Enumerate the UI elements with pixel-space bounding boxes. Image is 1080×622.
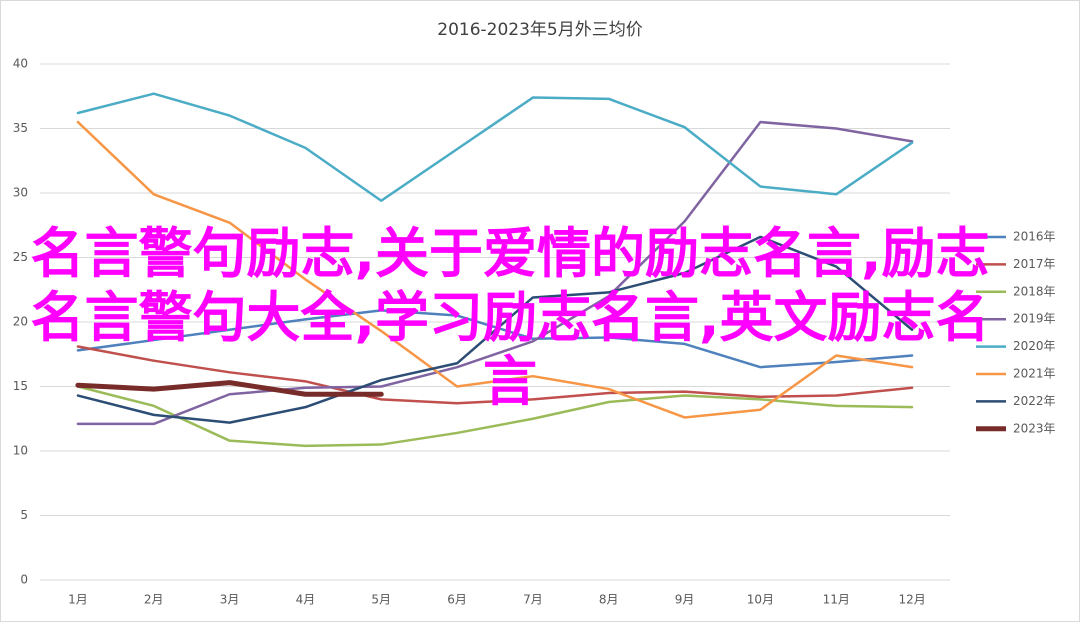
x-tick-label: 11月 (823, 593, 850, 607)
series-line (76, 345, 914, 405)
legend-label: 2021年 (1013, 367, 1056, 381)
x-tick-label: 5月 (371, 593, 391, 607)
y-tick-label: 10 (13, 444, 28, 458)
legend-label: 2016年 (1013, 230, 1056, 244)
y-tick-label: 5 (20, 508, 28, 522)
series-line (76, 235, 914, 424)
x-tick-label: 3月 (220, 593, 240, 607)
y-tick-label: 15 (13, 379, 28, 393)
x-tick-label: 1月 (68, 593, 88, 607)
legend-label: 2018年 (1013, 284, 1056, 298)
y-tick-label: 35 (13, 121, 28, 135)
x-tick-label: 6月 (447, 593, 467, 607)
overlay-text: 名言警句励志,关于爱情的励志名言,励志名言警句大全,学习励志名言,英文励志名言 (30, 222, 990, 413)
legend-label: 2023年 (1013, 421, 1056, 435)
y-tick-label: 0 (20, 573, 28, 587)
series-line (76, 309, 914, 369)
y-tick-label: 25 (13, 250, 28, 264)
legend-label: 2017年 (1013, 257, 1056, 271)
x-tick-label: 9月 (675, 593, 695, 607)
x-tick-label: 8月 (599, 593, 619, 607)
x-tick-label: 4月 (296, 593, 316, 607)
legend-label: 2020年 (1013, 339, 1056, 353)
x-tick-label: 7月 (523, 593, 543, 607)
x-tick-label: 2月 (144, 593, 164, 607)
y-tick-label: 40 (13, 57, 28, 71)
chart-title: 2016-2023年5月外三均价 (437, 20, 642, 40)
series-line (76, 120, 914, 426)
y-tick-label: 20 (13, 315, 28, 329)
series-line (75, 380, 384, 397)
x-tick-label: 12月 (898, 593, 925, 607)
y-tick-label: 30 (13, 186, 28, 200)
series-line (76, 120, 914, 419)
series-line (76, 92, 914, 202)
legend-label: 2022年 (1013, 394, 1056, 408)
x-tick-label: 10月 (747, 593, 774, 607)
legend-label: 2019年 (1013, 312, 1056, 326)
